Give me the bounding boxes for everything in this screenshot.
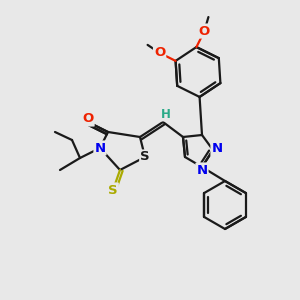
Text: S: S: [140, 151, 150, 164]
Text: N: N: [196, 164, 208, 176]
Text: H: H: [161, 107, 171, 121]
Text: S: S: [108, 184, 118, 196]
Text: O: O: [199, 25, 210, 38]
Text: N: N: [94, 142, 106, 154]
Text: O: O: [82, 112, 94, 125]
Text: O: O: [154, 46, 165, 59]
Text: N: N: [212, 142, 223, 155]
